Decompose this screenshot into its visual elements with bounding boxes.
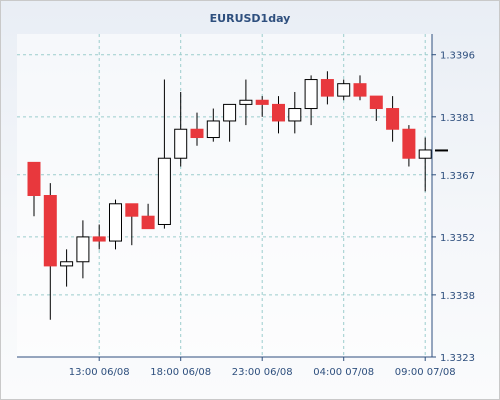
x-tick-label: 18:00 06/08 bbox=[150, 367, 211, 378]
candle bbox=[27, 161, 41, 217]
candle bbox=[239, 79, 253, 126]
y-tick-label: 1.3367 bbox=[440, 171, 475, 182]
candle-body-down bbox=[125, 203, 139, 217]
candle bbox=[320, 71, 334, 105]
candle-body-up bbox=[60, 261, 74, 267]
x-tick-label: 04:00 07/08 bbox=[313, 367, 374, 378]
candle-body-up bbox=[157, 157, 171, 225]
x-tick-label: 09:00 07/08 bbox=[395, 367, 456, 378]
candle bbox=[353, 75, 367, 101]
candle bbox=[43, 183, 57, 320]
candle-body-down bbox=[92, 236, 106, 242]
candle bbox=[109, 199, 122, 250]
candle-body-down bbox=[402, 128, 416, 159]
candle-body-up bbox=[174, 128, 188, 159]
y-tick-label: 1.3381 bbox=[440, 113, 475, 124]
candle-body-up bbox=[206, 120, 220, 139]
candle-body-up bbox=[288, 108, 302, 122]
candle bbox=[125, 203, 139, 246]
candle-body-down bbox=[386, 108, 400, 130]
candle-body-down bbox=[190, 128, 204, 139]
candle bbox=[76, 220, 90, 279]
candle-layer bbox=[27, 71, 448, 320]
candle-body-down bbox=[27, 161, 41, 196]
y-tick-label: 1.3338 bbox=[440, 291, 475, 302]
candle-body-down bbox=[255, 99, 269, 105]
candle bbox=[369, 95, 383, 121]
candle bbox=[206, 108, 220, 142]
candle-body-up bbox=[435, 149, 448, 152]
candle bbox=[386, 96, 400, 142]
y-tick-label: 1.3396 bbox=[440, 51, 475, 62]
candle bbox=[272, 96, 285, 134]
candle bbox=[60, 249, 74, 287]
candle-body-down bbox=[353, 83, 367, 97]
candle bbox=[92, 224, 106, 250]
candle-body-down bbox=[141, 215, 155, 230]
candle bbox=[174, 91, 188, 167]
candle bbox=[418, 137, 432, 192]
y-tick-label: 1.3352 bbox=[440, 233, 475, 244]
x-tick-label: 23:00 06/08 bbox=[232, 367, 293, 378]
y-tick-label: 1.3323 bbox=[440, 353, 475, 364]
candle bbox=[223, 103, 237, 142]
candle bbox=[435, 149, 448, 152]
candle-body-up bbox=[109, 203, 122, 242]
candle-body-up bbox=[304, 79, 318, 110]
candle-body-up bbox=[76, 236, 90, 263]
candle-body-down bbox=[320, 79, 334, 97]
plot-area bbox=[17, 34, 432, 357]
candle-body-down bbox=[43, 195, 57, 267]
axis-layer: 1.3396 1.3381 1.3367 1.3352 1.3338 1.3323 13:0… bbox=[69, 51, 475, 378]
candle-body-up bbox=[239, 99, 253, 105]
candle-body-up bbox=[418, 149, 432, 159]
candle-body-up bbox=[337, 83, 351, 97]
candle bbox=[157, 79, 171, 229]
candle bbox=[337, 79, 351, 101]
candle bbox=[190, 112, 204, 146]
candle bbox=[288, 91, 302, 134]
candle-body-up bbox=[223, 103, 237, 122]
candle bbox=[255, 96, 269, 117]
chart-title: EURUSD1day bbox=[209, 12, 291, 25]
candle bbox=[141, 203, 155, 230]
candle bbox=[304, 75, 318, 126]
x-tick-label: 13:00 06/08 bbox=[69, 367, 130, 378]
candle bbox=[402, 125, 416, 167]
candle-body-down bbox=[369, 95, 383, 110]
candle-body-down bbox=[272, 103, 285, 122]
